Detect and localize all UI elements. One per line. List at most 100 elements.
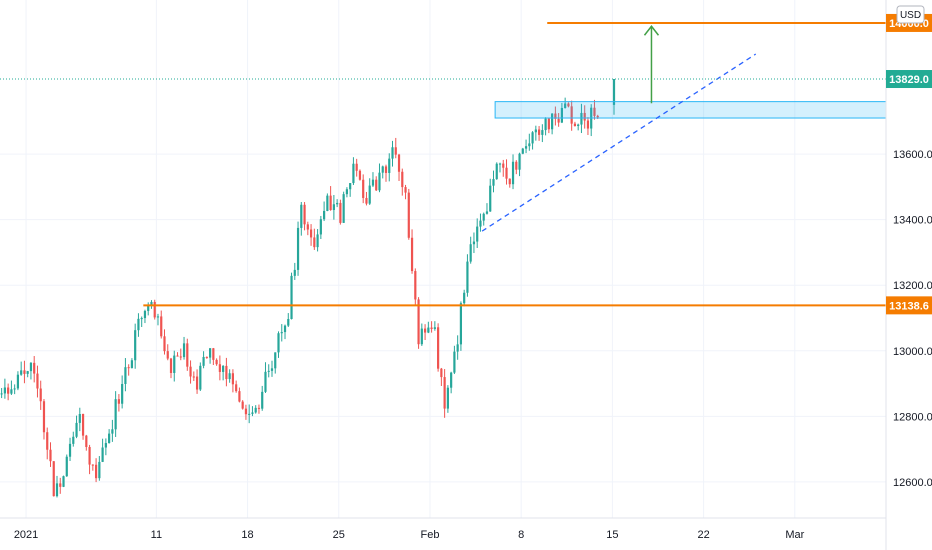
candle-body	[375, 179, 378, 191]
candle-body	[169, 358, 173, 373]
candle-body	[179, 356, 182, 358]
candle-body	[231, 373, 235, 385]
y-tick-label: 12800.0	[893, 411, 932, 423]
drawings	[0, 21, 887, 307]
candle-body	[20, 370, 23, 375]
candle-body	[130, 360, 134, 368]
candle-body	[55, 483, 59, 497]
candle-body	[463, 292, 466, 304]
candle-body	[199, 365, 202, 390]
candle-body	[150, 301, 153, 305]
candle-body	[300, 204, 303, 228]
candle-body	[75, 422, 78, 437]
candle-body	[238, 391, 241, 402]
candle-body	[476, 226, 479, 242]
candle-body	[62, 476, 65, 487]
x-tick-label: 22	[697, 529, 709, 541]
candle-body	[489, 185, 492, 212]
candle-body	[453, 351, 456, 373]
candle-body	[117, 399, 120, 404]
candle-body	[108, 433, 111, 444]
candle-body	[280, 332, 283, 334]
candle-body	[332, 204, 335, 211]
candle-body	[244, 408, 248, 415]
candle-body	[42, 401, 46, 433]
candle-body	[290, 275, 293, 320]
candle-body	[49, 449, 52, 462]
candle-body	[547, 118, 550, 130]
candle-body	[410, 237, 414, 272]
candle-body	[156, 316, 160, 318]
candle-body	[52, 461, 55, 497]
candle-body	[195, 376, 199, 390]
candle-body	[378, 172, 381, 191]
candle-body	[81, 413, 85, 436]
candle-body	[573, 123, 577, 127]
candle-body	[407, 192, 410, 238]
candle-body	[515, 161, 518, 170]
candle-body	[163, 336, 166, 352]
currency-label: USD	[900, 10, 921, 21]
candle-body	[202, 356, 205, 366]
candle-body	[329, 195, 332, 211]
candle-body	[511, 161, 515, 185]
candle-body	[212, 348, 215, 360]
candle-body	[228, 373, 231, 380]
target-arrow-head	[643, 25, 660, 36]
candle-body	[469, 244, 472, 262]
candle-body	[577, 124, 580, 127]
candle-body	[502, 163, 505, 168]
candle-body	[557, 118, 560, 123]
candle-body	[570, 106, 573, 124]
candle-body	[427, 327, 430, 333]
candle-body	[440, 368, 443, 378]
candle-body	[336, 202, 339, 205]
candle-body	[189, 366, 192, 377]
candle-body	[384, 166, 388, 173]
candle-body	[68, 443, 72, 457]
currency-button[interactable]: USD	[896, 5, 925, 24]
y-tick-label: 13600.0	[893, 149, 932, 161]
candle-body	[414, 271, 417, 300]
candle-body	[459, 303, 463, 345]
candle-body	[160, 316, 163, 337]
candle-body	[567, 103, 570, 107]
candle-body	[218, 364, 221, 372]
candle-body	[293, 269, 296, 276]
candle-body	[446, 387, 449, 409]
x-tick-label: 2021	[14, 529, 38, 541]
candle-body	[127, 367, 130, 369]
candle-body	[580, 112, 583, 125]
candle-body	[114, 399, 117, 430]
candle-body	[358, 170, 362, 180]
candle-body	[323, 210, 326, 220]
x-tick-label: 18	[241, 529, 253, 541]
candle-body	[283, 325, 287, 333]
candle-body	[365, 197, 368, 204]
candle-body	[121, 383, 124, 404]
candle-body	[205, 356, 208, 358]
candle-body	[541, 130, 544, 135]
candle-body	[417, 299, 420, 345]
candle-body	[0, 393, 3, 395]
candle-body	[355, 163, 358, 171]
candle-body	[596, 115, 599, 118]
x-tick-label: 15	[606, 529, 618, 541]
candle-body	[316, 234, 319, 248]
candle-body	[186, 343, 189, 367]
candle-body	[10, 389, 13, 394]
candle-body	[59, 483, 62, 487]
candle-body	[88, 446, 91, 465]
resistance-zone	[494, 101, 887, 119]
candle-body	[544, 118, 547, 131]
candle-body	[29, 362, 33, 372]
candle-body	[257, 407, 261, 409]
candle-body	[339, 202, 342, 223]
candle-body	[430, 327, 433, 329]
axes	[0, 0, 887, 550]
candle-body	[94, 464, 98, 479]
candle-body	[26, 371, 29, 374]
candle-body	[33, 362, 36, 374]
candle-body	[208, 348, 212, 358]
